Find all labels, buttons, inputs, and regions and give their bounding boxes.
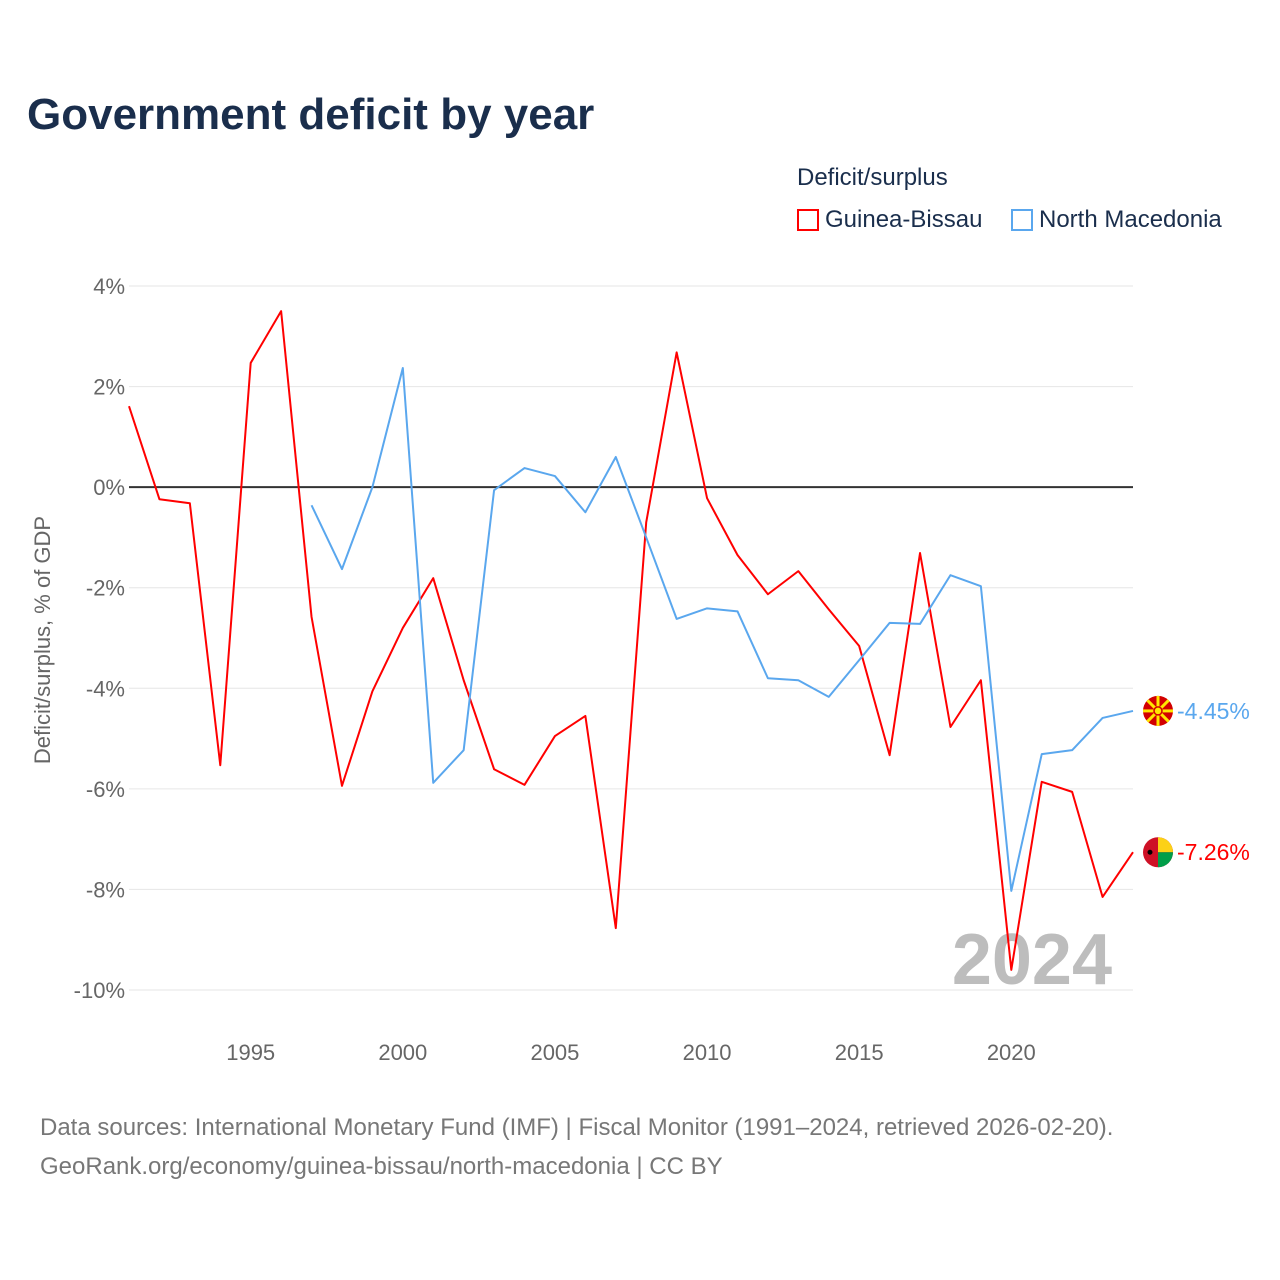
x-tick-label: 2010 [683, 1040, 732, 1065]
end-value-label: -4.45% [1177, 698, 1250, 724]
data-point [400, 365, 406, 371]
flag-part [1158, 837, 1173, 853]
y-axis-label: Deficit/surplus, % of GDP [30, 516, 55, 764]
data-point [734, 608, 740, 614]
source-line-2[interactable]: GeoRank.org/economy/guinea-bissau/north-… [40, 1153, 723, 1180]
x-tick-label: 2005 [530, 1040, 579, 1065]
data-point [309, 502, 315, 508]
data-point [369, 688, 375, 694]
legend-label: Guinea-Bissau [825, 206, 983, 233]
data-point [826, 606, 832, 612]
legend-swatch [1011, 209, 1033, 231]
x-tick-label: 1995 [226, 1040, 275, 1065]
data-point [491, 487, 497, 493]
y-tick-label: -4% [86, 676, 125, 701]
data-point [643, 534, 649, 540]
data-point [734, 552, 740, 558]
flag-sun [1153, 706, 1163, 716]
data-point [795, 568, 801, 574]
data-point [826, 694, 832, 700]
data-point [704, 605, 710, 611]
data-point [1100, 894, 1106, 900]
data-point [1069, 789, 1075, 795]
data-point [1008, 967, 1014, 973]
data-point [339, 566, 345, 572]
legend-label: North Macedonia [1039, 206, 1222, 233]
data-point [552, 473, 558, 479]
data-point [978, 677, 984, 683]
data-point [613, 454, 619, 460]
data-point [339, 783, 345, 789]
data-point [947, 724, 953, 730]
data-point [1039, 779, 1045, 785]
data-point [522, 782, 528, 788]
data-point [461, 747, 467, 753]
data-point [126, 403, 132, 409]
chart-title: Government deficit by year [27, 90, 595, 139]
data-point [1130, 849, 1136, 855]
legend-item-north-macedonia[interactable]: North Macedonia [1011, 206, 1222, 234]
data-point [1100, 715, 1106, 721]
data-point [400, 625, 406, 631]
data-point [947, 572, 953, 578]
y-tick-label: -2% [86, 576, 125, 601]
y-tick-label: -6% [86, 777, 125, 802]
data-point [613, 925, 619, 931]
y-tick-label: -10% [74, 978, 125, 1003]
data-point [643, 519, 649, 525]
legend-title: Deficit/surplus [797, 164, 948, 191]
data-point [1069, 747, 1075, 753]
data-point [1039, 751, 1045, 757]
flag-part [1158, 852, 1174, 868]
data-point [917, 550, 923, 556]
data-point [978, 583, 984, 589]
x-tick-label: 2020 [987, 1040, 1036, 1065]
data-point [248, 360, 254, 366]
series-line-north-macedonia [310, 366, 1134, 892]
data-point [1130, 708, 1136, 714]
x-tick-label: 2000 [378, 1040, 427, 1065]
data-point [795, 677, 801, 683]
data-point [887, 620, 893, 626]
data-point [552, 733, 558, 739]
data-point [765, 591, 771, 597]
data-point [369, 484, 375, 490]
y-tick-label: -8% [86, 877, 125, 902]
y-tick-label: 2% [93, 375, 125, 400]
data-point [704, 495, 710, 501]
data-point [582, 509, 588, 515]
series-line-guinea-bissau [128, 310, 1134, 971]
source-note: Data sources: International Monetary Fun… [40, 1108, 1113, 1186]
data-point [765, 675, 771, 681]
data-point [1008, 888, 1014, 894]
data-point [887, 752, 893, 758]
legend-item-guinea-bissau[interactable]: Guinea-Bissau [797, 206, 982, 234]
data-point [278, 308, 284, 314]
data-point [430, 780, 436, 786]
data-point [156, 496, 162, 502]
data-point [430, 575, 436, 581]
flag-star [1147, 849, 1153, 855]
y-tick-label: 0% [93, 475, 125, 500]
data-point [674, 349, 680, 355]
data-point [856, 643, 862, 649]
data-point [309, 614, 315, 620]
data-point [187, 500, 193, 506]
data-point [856, 657, 862, 663]
data-point [217, 762, 223, 768]
data-point [674, 616, 680, 622]
data-point [522, 465, 528, 471]
data-point [461, 677, 467, 683]
data-point [582, 713, 588, 719]
source-line-1: Data sources: International Monetary Fun… [40, 1114, 1114, 1141]
year-watermark: 2024 [952, 920, 1112, 1000]
y-tick-label: 4% [93, 274, 125, 299]
end-value-label: -7.26% [1177, 839, 1250, 865]
data-point [491, 766, 497, 772]
legend-swatch [797, 209, 819, 231]
data-point [917, 621, 923, 627]
x-tick-label: 2015 [835, 1040, 884, 1065]
